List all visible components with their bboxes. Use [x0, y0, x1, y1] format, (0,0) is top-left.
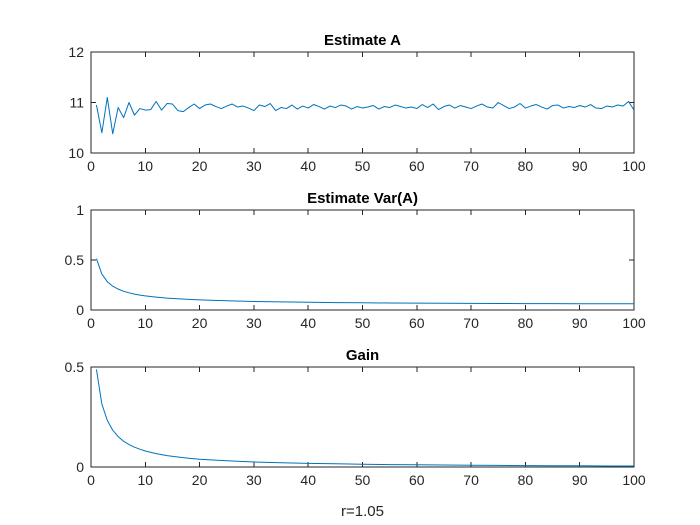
y-tick-label: 0.5 — [65, 359, 85, 375]
y-tick-label: 0.5 — [65, 252, 85, 268]
x-tick-label: 100 — [622, 315, 646, 331]
x-tick-label: 0 — [87, 472, 95, 488]
y-tick-label: 10 — [68, 145, 84, 161]
plot-area — [90, 209, 635, 311]
x-tick-label: 20 — [192, 158, 208, 174]
y-tick-label: 1 — [76, 202, 84, 218]
plot-area — [90, 51, 635, 154]
x-tick-label: 10 — [138, 315, 154, 331]
x-tick-label: 20 — [192, 472, 208, 488]
plot-area — [90, 366, 635, 468]
x-tick-label: 0 — [87, 158, 95, 174]
x-tick-label: 40 — [300, 158, 316, 174]
y-tick-label: 12 — [68, 44, 84, 60]
x-tick-label: 50 — [355, 315, 371, 331]
y-tick-label: 11 — [69, 95, 84, 111]
x-tick-label: 30 — [246, 472, 262, 488]
x-tick-label: 40 — [300, 315, 316, 331]
chart-title: Estimate A — [324, 32, 401, 49]
x-tick-label: 70 — [463, 158, 479, 174]
series-line — [95, 369, 634, 467]
x-tick-label: 60 — [409, 472, 425, 488]
chart-title: Estimate Var(A) — [307, 190, 418, 207]
y-tick-label: 0 — [76, 302, 84, 318]
x-tick-label: 100 — [622, 472, 646, 488]
x-tick-label: 10 — [138, 472, 154, 488]
x-tick-label: 90 — [572, 158, 588, 174]
x-tick-label: 50 — [355, 158, 371, 174]
x-tick-label: 30 — [246, 158, 262, 174]
x-tick-label: 80 — [518, 472, 534, 488]
chart-title: Gain — [346, 347, 379, 364]
series-line — [95, 96, 635, 135]
x-tick-label: 50 — [355, 472, 371, 488]
x-tick-label: 70 — [463, 472, 479, 488]
x-tick-label: 30 — [246, 315, 262, 331]
x-tick-label: 0 — [87, 315, 95, 331]
x-tick-label: 80 — [518, 158, 534, 174]
x-axis-label: r=1.05 — [341, 503, 384, 520]
x-tick-label: 60 — [409, 158, 425, 174]
x-tick-label: 40 — [300, 472, 316, 488]
x-tick-label: 90 — [572, 315, 588, 331]
x-tick-label: 70 — [463, 315, 479, 331]
y-tick-label: 0 — [76, 459, 84, 475]
series-line — [95, 258, 634, 305]
x-tick-label: 10 — [138, 158, 154, 174]
x-tick-label: 80 — [518, 315, 534, 331]
x-tick-label: 60 — [409, 315, 425, 331]
x-tick-label: 20 — [192, 315, 208, 331]
x-tick-label: 100 — [622, 158, 646, 174]
x-tick-label: 90 — [572, 472, 588, 488]
chart-gain: 0 10 20 30 40 50 60 70 80 90 100 0 0.5 Gain r=1.05 — [65, 347, 646, 520]
chart-estimate-var-a: 0 10 20 30 40 50 60 70 80 90 100 0 0.5 1 Estimate Var… — [65, 190, 646, 331]
